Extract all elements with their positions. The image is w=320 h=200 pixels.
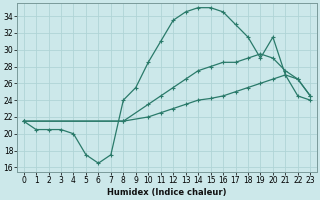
X-axis label: Humidex (Indice chaleur): Humidex (Indice chaleur) [107, 188, 227, 197]
